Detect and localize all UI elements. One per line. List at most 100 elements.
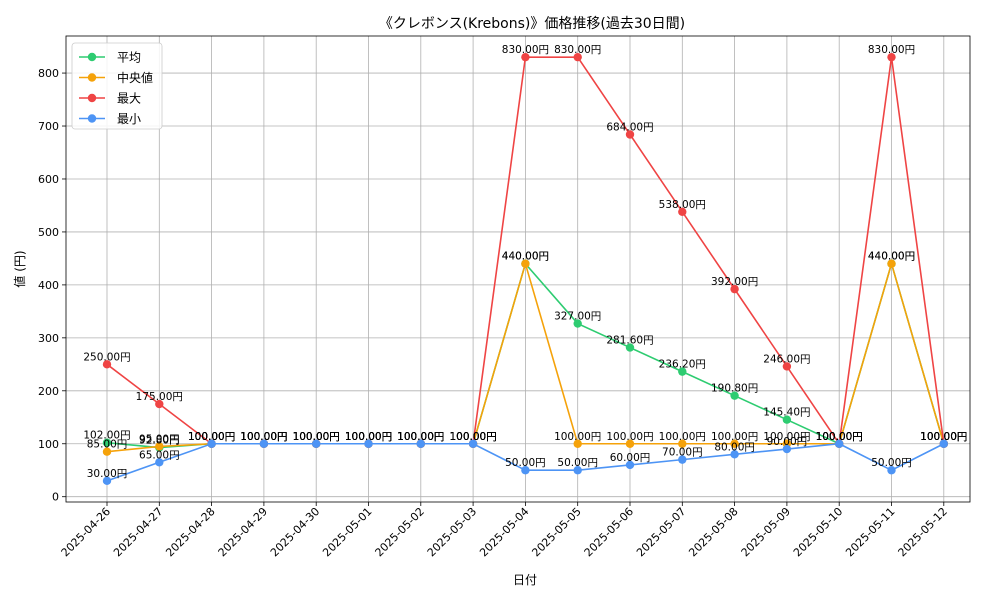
legend-label: 中央値 (117, 70, 153, 85)
data-label: 100.00円 (293, 431, 340, 443)
x-tick-label: 2025-05-03 (425, 505, 479, 559)
data-label: 100.00円 (920, 431, 967, 443)
data-point (678, 439, 687, 448)
chart-title: 《クレボンス(Krebons)》価格推移(過去30日間) (379, 16, 685, 32)
legend-label: 最大 (117, 92, 141, 106)
x-tick-label: 2025-05-04 (477, 505, 531, 559)
data-label: 100.00円 (920, 431, 967, 443)
data-label: 100.00円 (816, 431, 863, 443)
data-point (468, 439, 478, 448)
y-tick-label: 300 (38, 332, 59, 345)
data-point (678, 367, 687, 376)
data-labels: 102.00円 92.80円 100.00円 100.00円 100.00円 100.00… (83, 44, 967, 480)
data-label: 100.00円 (920, 431, 967, 443)
data-point (521, 52, 530, 62)
x-tick-label: 2025-05-01 (320, 505, 374, 559)
y-tick-label: 600 (38, 173, 59, 186)
data-label: 100.00円 (449, 431, 496, 443)
data-point (207, 439, 216, 448)
data-label: 538.00円 (659, 199, 706, 211)
data-point (835, 439, 844, 448)
legend-label: 平均 (117, 51, 141, 65)
data-label: 100.00円 (293, 431, 340, 443)
data-label: 92.80円 (139, 435, 180, 447)
data-label: 65.00円 (139, 449, 180, 461)
data-label: 175.00円 (136, 391, 183, 403)
data-label: 250.00円 (83, 351, 130, 363)
legend-label: 最小 (117, 112, 141, 126)
data-label: 100.00円 (397, 431, 444, 443)
data-point (364, 439, 373, 448)
data-point (782, 444, 792, 454)
x-tick-label: 2025-04-26 (59, 505, 113, 559)
data-label: 102.00円 (83, 430, 130, 442)
data-label: 145.40円 (763, 407, 810, 419)
plot-frame (65, 35, 971, 503)
data-label: 100.00円 (449, 431, 496, 443)
legend-box (71, 42, 163, 130)
x-tick-label: 2025-05-11 (843, 505, 897, 559)
data-label: 327.00円 (554, 311, 601, 323)
data-label: 236.20円 (659, 359, 706, 371)
data-label: 100.00円 (345, 431, 392, 443)
data-label: 100.00円 (816, 431, 863, 443)
data-label: 100.00円 (397, 431, 444, 443)
legend-marker (87, 52, 97, 62)
data-point (573, 319, 582, 328)
x-tick-label: 2025-05-06 (582, 505, 636, 559)
data-point (625, 343, 635, 352)
series-group (102, 52, 948, 486)
data-point (730, 450, 739, 459)
data-label: 100.00円 (345, 431, 392, 443)
x-tick-label: 2025-04-28 (163, 505, 217, 559)
x-tick-label: 2025-05-09 (739, 505, 793, 559)
data-point (573, 466, 582, 475)
x-tick-label: 2025-05-05 (529, 505, 583, 559)
data-label: 60.00円 (610, 452, 651, 464)
x-axis-label: 日付 (513, 573, 537, 587)
data-point (730, 391, 739, 400)
y-tick-label: 400 (38, 279, 59, 292)
data-label: 100.00円 (659, 431, 706, 443)
data-point (155, 399, 164, 409)
data-label: 392.00円 (711, 276, 758, 288)
data-label: 80.00円 (714, 441, 755, 453)
data-point (102, 447, 112, 456)
data-label: 100.00円 (554, 431, 601, 443)
y-axis-ticks: 0 100 200 300 400 500 600 700 800 (38, 67, 66, 504)
data-label: 100.00円 (920, 431, 967, 443)
data-label: 440.00円 (502, 251, 549, 263)
x-tick-label: 2025-05-07 (634, 505, 688, 559)
data-label: 100.00円 (449, 431, 496, 443)
data-point (573, 439, 582, 448)
data-label: 684.00円 (606, 121, 653, 133)
data-label: 100.00円 (345, 431, 392, 443)
grid (66, 36, 970, 502)
data-label: 830.00円 (868, 44, 915, 56)
x-tick-label: 2025-04-27 (111, 505, 165, 559)
legend-marker (87, 73, 97, 82)
data-point (730, 284, 739, 294)
data-label: 281.60円 (606, 335, 653, 347)
data-label: 90.00円 (767, 436, 808, 448)
data-label: 100.00円 (293, 431, 340, 443)
data-label: 440.00円 (868, 251, 915, 263)
data-label: 100.00円 (188, 431, 235, 443)
data-point (678, 207, 687, 217)
data-label: 85.00円 (87, 439, 128, 451)
data-point (155, 442, 164, 451)
data-point (782, 362, 792, 371)
data-label: 95.00円 (139, 433, 180, 445)
data-label: 100.00円 (711, 431, 758, 443)
data-label: 100.00円 (188, 431, 235, 443)
data-point (312, 439, 321, 448)
y-tick-label: 500 (38, 226, 59, 239)
data-label: 830.00円 (554, 44, 601, 56)
data-label: 440.00円 (868, 251, 915, 263)
y-tick-label: 0 (52, 491, 59, 504)
data-point (521, 259, 530, 268)
data-point (678, 455, 687, 464)
data-label: 70.00円 (662, 447, 703, 459)
data-label: 100.00円 (449, 431, 496, 443)
